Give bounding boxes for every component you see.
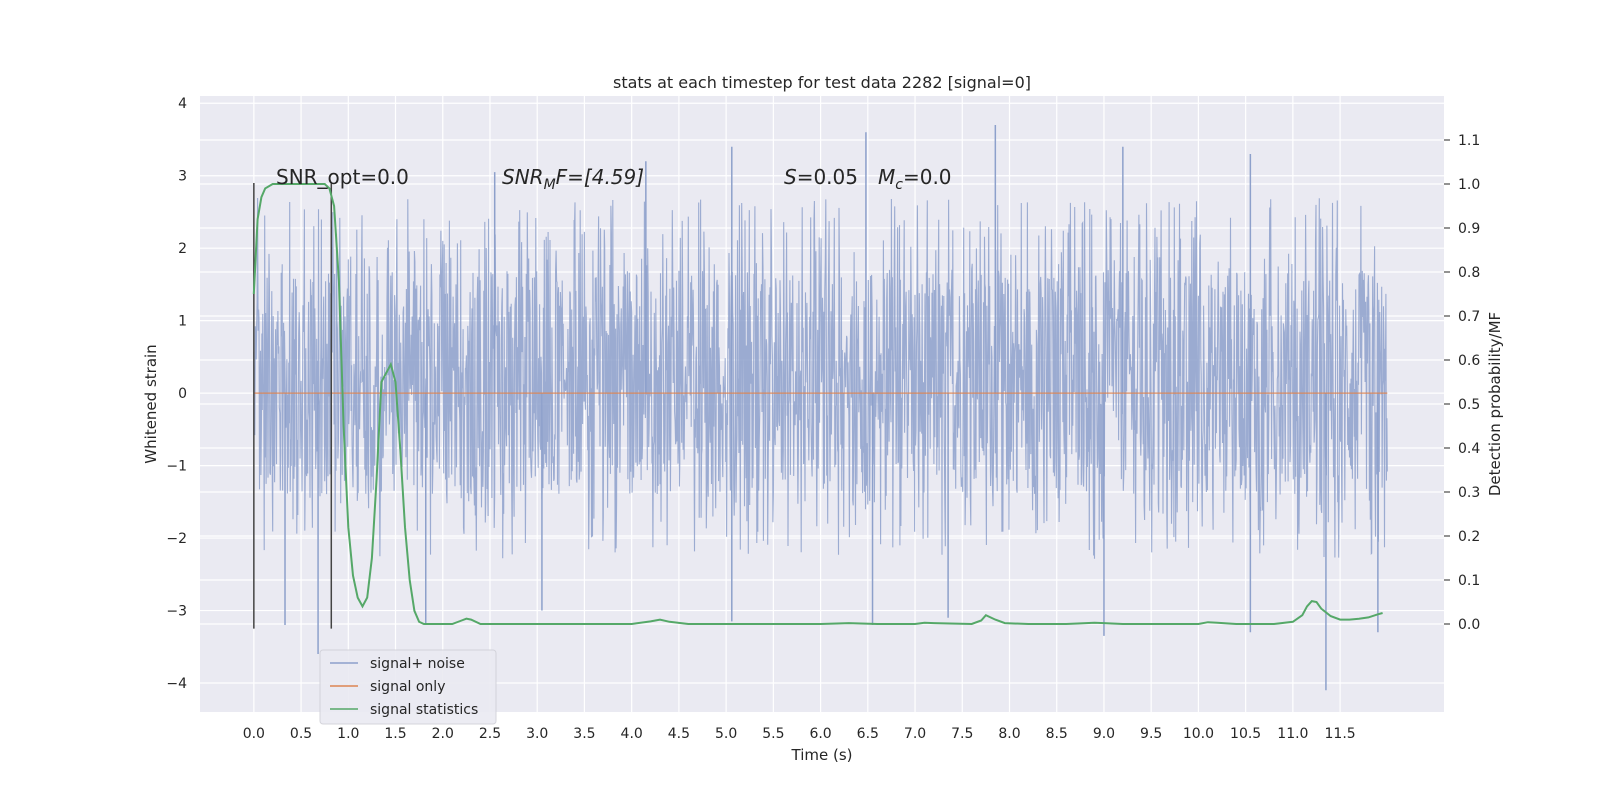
x-tick-label: 11.0: [1277, 726, 1308, 742]
y2-tick-labels: 0.0 0.1 0.2 0.3 0.4 0.5 0.6 0.7 0.8 0.9 1.0 1.1: [1444, 133, 1480, 633]
y-tick-label: 1: [178, 314, 187, 330]
y2-tick-label: 0.5: [1458, 397, 1480, 413]
y-tick-labels: −4 −3 −2 −1 0 1 2 3 4: [166, 96, 187, 692]
annotation-snr-opt: SNR_opt=0.0: [276, 165, 409, 189]
x-tick-label: 10.0: [1183, 726, 1214, 742]
y2-tick-label: 0.0: [1458, 617, 1480, 633]
y-tick-label: −1: [166, 459, 187, 475]
y2-tick-label: 0.4: [1458, 441, 1480, 457]
x-tick-label: 10.5: [1230, 726, 1261, 742]
y2-tick-label: 1.0: [1458, 177, 1480, 193]
y-tick-label: −3: [166, 604, 187, 620]
annotation-mc-label: M: [878, 165, 895, 189]
annotation-s: S=0.05: [784, 165, 858, 189]
x-tick-label: 1.5: [384, 726, 406, 742]
y-tick-label: −2: [166, 531, 187, 547]
y2-tick-label: 0.7: [1458, 309, 1480, 325]
y2-axis-label: Detection probability/MF: [1486, 312, 1504, 496]
legend-label-signal-only: signal only: [370, 679, 445, 695]
x-tick-label: 3.0: [526, 726, 548, 742]
x-tick-label: 8.0: [998, 726, 1020, 742]
x-tick-label: 4.5: [668, 726, 690, 742]
y2-tick-label: 0.8: [1458, 265, 1480, 281]
x-tick-label: 2.0: [432, 726, 454, 742]
vlines: [253, 182, 333, 629]
y2-tick-label: 0.1: [1458, 573, 1480, 589]
x-tick-label: 9.5: [1140, 726, 1162, 742]
annotation-snr-mf: SNRMF=[4.59]: [502, 165, 644, 193]
x-tick-label: 3.5: [573, 726, 595, 742]
signal-noise-series: [253, 124, 1388, 691]
x-tick-label: 7.5: [951, 726, 973, 742]
y-tick-label: 0: [178, 386, 187, 402]
x-tick-label: 7.0: [904, 726, 926, 742]
annotation-mc: Mc=0.0: [878, 165, 952, 193]
x-tick-label: 4.0: [621, 726, 643, 742]
x-tick-label: 8.5: [1046, 726, 1068, 742]
x-tick-label: 2.5: [479, 726, 501, 742]
y2-tick-label: 0.6: [1458, 353, 1480, 369]
x-tick-label: 0.0: [243, 726, 265, 742]
y-tick-label: 2: [178, 241, 187, 257]
signal-statistics-line: [252, 183, 1383, 626]
x-tick-label: 11.5: [1325, 726, 1356, 742]
signal-statistics-series: [252, 183, 1383, 626]
x-tick-label: 9.0: [1093, 726, 1115, 742]
annotation-snr-mf-rest-f: F=[4.59]: [556, 165, 644, 189]
y2-tick-label: 0.2: [1458, 529, 1480, 545]
legend-label-signal-noise: signal+ noise: [370, 656, 465, 672]
y2-tick-label: 0.3: [1458, 485, 1480, 501]
signal-noise-line: [253, 197, 1388, 559]
annotation-snr-mf-label: SNR: [502, 165, 544, 189]
x-tick-label: 6.5: [857, 726, 879, 742]
x-tick-labels: 0.0 0.5 1.0 1.5 2.0 2.5 3.0 3.5 4.0 4.5 5.0 5.5 6.0 6…: [243, 726, 1356, 742]
legend-box: [319, 649, 497, 725]
annotation-snr-mf-sub: M: [544, 177, 556, 193]
x-tick-label: 1.0: [337, 726, 359, 742]
annotation-s-label: S: [784, 165, 797, 189]
y-tick-label: −4: [166, 676, 187, 692]
x-tick-label: 5.0: [715, 726, 737, 742]
legend-label-signal-statistics: signal statistics: [370, 702, 478, 718]
y-tick-label: 3: [178, 169, 187, 185]
x-axis-label: Time (s): [791, 746, 853, 764]
annotation-mc-value: =0.0: [903, 165, 952, 189]
y-axis-label: Whitened strain: [142, 344, 160, 463]
chart-title: stats at each timestep for test data 228…: [613, 73, 1031, 92]
x-tick-label: 5.5: [762, 726, 784, 742]
x-tick-label: 0.5: [290, 726, 312, 742]
y-tick-label: 4: [178, 96, 187, 112]
x-tick-label: 6.0: [809, 726, 831, 742]
y2-tick-label: 0.9: [1458, 221, 1480, 237]
y2-tick-label: 1.1: [1458, 133, 1480, 149]
legend: signal+ noise signal only signal statist…: [319, 649, 497, 725]
annotation-mc-sub: c: [895, 177, 903, 193]
annotation-s-value: =0.05: [797, 165, 858, 189]
